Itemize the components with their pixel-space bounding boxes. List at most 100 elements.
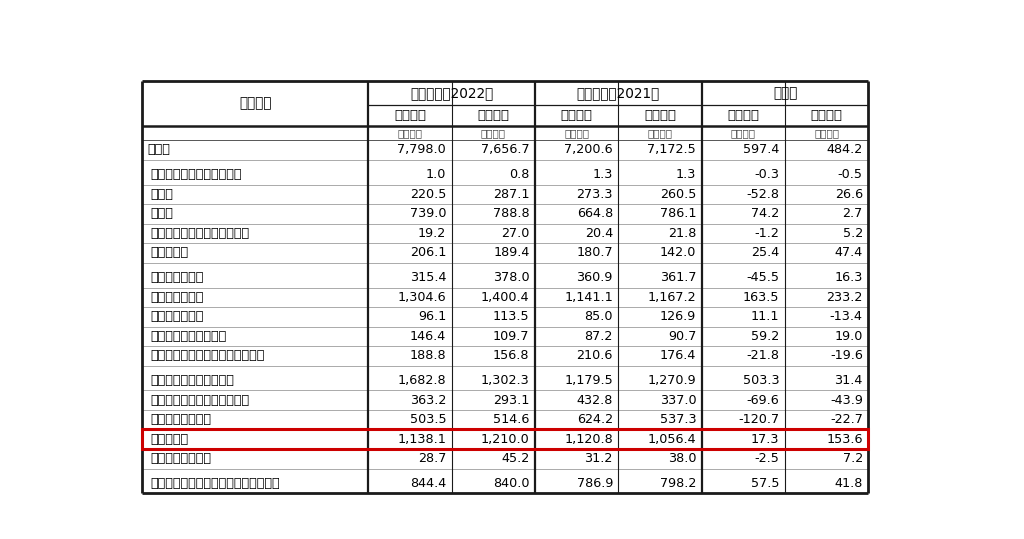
Text: 840.0: 840.0 — [494, 477, 529, 490]
Text: 45.2: 45.2 — [502, 452, 529, 465]
Text: 情報通信業: 情報通信業 — [151, 246, 188, 259]
Text: 163.5: 163.5 — [743, 291, 779, 304]
Text: -0.5: -0.5 — [838, 168, 863, 181]
Text: -19.6: -19.6 — [830, 349, 863, 362]
Text: 233.2: 233.2 — [826, 291, 863, 304]
Text: -52.8: -52.8 — [746, 188, 779, 201]
Text: 運輸業，郵便業: 運輸業，郵便業 — [151, 271, 204, 284]
Text: 31.4: 31.4 — [835, 374, 863, 387]
Text: （千人）: （千人） — [731, 128, 756, 138]
Text: （千人）: （千人） — [564, 128, 589, 138]
Text: -2.5: -2.5 — [755, 452, 779, 465]
Text: 区　　分: 区 分 — [240, 96, 271, 110]
Text: 87.2: 87.2 — [585, 330, 613, 343]
Text: 74.2: 74.2 — [752, 208, 779, 220]
Text: -45.5: -45.5 — [746, 271, 779, 284]
Text: 入職者数: 入職者数 — [561, 109, 593, 122]
Text: 学術研究，専門・技術サービス業: 学術研究，専門・技術サービス業 — [151, 349, 264, 362]
Text: 1,167.2: 1,167.2 — [647, 291, 696, 304]
Text: 1,056.4: 1,056.4 — [647, 433, 696, 446]
Text: 前年差: 前年差 — [773, 86, 798, 100]
Text: 514.6: 514.6 — [494, 413, 529, 426]
Text: 113.5: 113.5 — [493, 310, 529, 323]
Text: 7,656.7: 7,656.7 — [481, 143, 529, 156]
Text: 287.1: 287.1 — [494, 188, 529, 201]
Text: 1,400.4: 1,400.4 — [481, 291, 529, 304]
Text: 19.2: 19.2 — [418, 227, 446, 240]
Text: 令和３年（2021）: 令和３年（2021） — [577, 86, 660, 100]
Text: 38.0: 38.0 — [668, 452, 696, 465]
Text: 教育，学習支援業: 教育，学習支援業 — [151, 413, 211, 426]
Text: 57.5: 57.5 — [751, 477, 779, 490]
Text: 離職者数: 離職者数 — [477, 109, 510, 122]
Text: 鉱業，採石業，砂利採取業: 鉱業，採石業，砂利採取業 — [151, 168, 242, 181]
Text: 31.2: 31.2 — [585, 452, 613, 465]
Text: 361.7: 361.7 — [659, 271, 696, 284]
Text: 96.1: 96.1 — [418, 310, 446, 323]
Text: 入職者数: 入職者数 — [394, 109, 426, 122]
Text: -69.6: -69.6 — [746, 393, 779, 407]
Text: 0.8: 0.8 — [509, 168, 529, 181]
Text: -1.2: -1.2 — [755, 227, 779, 240]
Text: 7,200.6: 7,200.6 — [564, 143, 613, 156]
Text: 産業計: 産業計 — [147, 143, 170, 156]
Text: 1,682.8: 1,682.8 — [397, 374, 446, 387]
Text: 複合サービス事業: 複合サービス事業 — [151, 452, 211, 465]
Text: 786.9: 786.9 — [577, 477, 613, 490]
Text: 建設業: 建設業 — [151, 188, 173, 201]
Text: 432.8: 432.8 — [577, 393, 613, 407]
Text: 1.3: 1.3 — [676, 168, 696, 181]
Text: 7,798.0: 7,798.0 — [397, 143, 446, 156]
Text: 宿泊業，飲食サービス業: 宿泊業，飲食サービス業 — [151, 374, 234, 387]
Text: 220.5: 220.5 — [410, 188, 446, 201]
Text: 126.9: 126.9 — [659, 310, 696, 323]
Text: -120.7: -120.7 — [738, 413, 779, 426]
Text: （千人）: （千人） — [647, 128, 673, 138]
Text: 597.4: 597.4 — [743, 143, 779, 156]
Text: 363.2: 363.2 — [410, 393, 446, 407]
Text: （千人）: （千人） — [397, 128, 423, 138]
Text: 786.1: 786.1 — [659, 208, 696, 220]
Text: 1,302.3: 1,302.3 — [481, 374, 529, 387]
Text: 17.3: 17.3 — [751, 433, 779, 446]
Text: 7.2: 7.2 — [843, 452, 863, 465]
Text: 484.2: 484.2 — [826, 143, 863, 156]
Text: 146.4: 146.4 — [410, 330, 446, 343]
Text: 337.0: 337.0 — [659, 393, 696, 407]
Text: 210.6: 210.6 — [577, 349, 613, 362]
Text: 188.8: 188.8 — [410, 349, 446, 362]
Text: 金融業，保険業: 金融業，保険業 — [151, 310, 204, 323]
Text: 503.3: 503.3 — [743, 374, 779, 387]
Text: 90.7: 90.7 — [668, 330, 696, 343]
Text: 医療，福祉: 医療，福祉 — [151, 433, 188, 446]
Text: -43.9: -43.9 — [830, 393, 863, 407]
Text: 788.8: 788.8 — [493, 208, 529, 220]
Bar — [142, 430, 868, 449]
Text: 25.4: 25.4 — [752, 246, 779, 259]
Text: サービス業（他に分類されないもの）: サービス業（他に分類されないもの） — [151, 477, 280, 490]
Text: 不動産業，物品賃貸業: 不動産業，物品賃貸業 — [151, 330, 226, 343]
Text: 378.0: 378.0 — [493, 271, 529, 284]
Text: 26.6: 26.6 — [835, 188, 863, 201]
Text: 2.7: 2.7 — [843, 208, 863, 220]
Text: 電気・ガス・熱供給・水道業: 電気・ガス・熱供給・水道業 — [151, 227, 250, 240]
Text: -0.3: -0.3 — [755, 168, 779, 181]
Text: （千人）: （千人） — [814, 128, 840, 138]
Text: 16.3: 16.3 — [835, 271, 863, 284]
Text: 1.0: 1.0 — [426, 168, 446, 181]
Text: 176.4: 176.4 — [659, 349, 696, 362]
Text: 製造業: 製造業 — [151, 208, 173, 220]
Text: 156.8: 156.8 — [494, 349, 529, 362]
Text: 59.2: 59.2 — [752, 330, 779, 343]
Text: 1,270.9: 1,270.9 — [647, 374, 696, 387]
Text: 503.5: 503.5 — [410, 413, 446, 426]
Text: 41.8: 41.8 — [835, 477, 863, 490]
Text: 293.1: 293.1 — [494, 393, 529, 407]
Text: 109.7: 109.7 — [494, 330, 529, 343]
Text: 260.5: 260.5 — [659, 188, 696, 201]
Text: 180.7: 180.7 — [577, 246, 613, 259]
Text: 47.4: 47.4 — [835, 246, 863, 259]
Text: 664.8: 664.8 — [577, 208, 613, 220]
Text: 1,179.5: 1,179.5 — [564, 374, 613, 387]
Text: （千人）: （千人） — [481, 128, 506, 138]
